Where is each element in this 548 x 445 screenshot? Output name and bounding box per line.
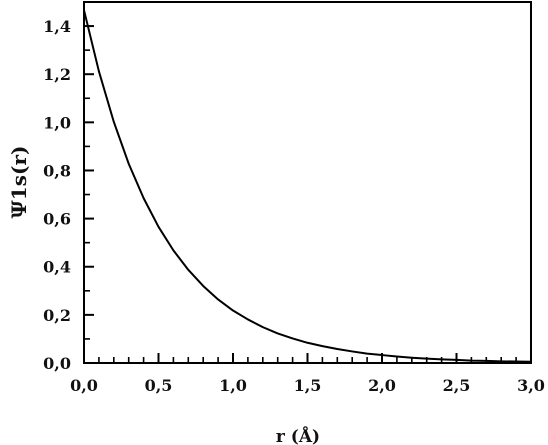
x-tick-label: 0,5 xyxy=(145,376,173,395)
x-tick-label: 2,5 xyxy=(443,376,471,395)
y-axis-ticks xyxy=(84,1,94,364)
x-axis-tick-labels: 0,0 0,5 1,0 1,5 2,0 2,5 3,0 xyxy=(70,376,545,395)
y-tick-label: 1,2 xyxy=(43,65,71,84)
y-tick-label: 1,0 xyxy=(43,113,71,132)
y-tick-label: 1,4 xyxy=(43,17,71,36)
x-tick-label: 2,0 xyxy=(368,376,396,395)
x-tick-label: 0,0 xyxy=(70,376,98,395)
series-line xyxy=(83,9,532,363)
x-tick-label: 1,5 xyxy=(294,376,322,395)
x-axis-title: r (Å) xyxy=(276,425,320,445)
y-tick-label: 0,2 xyxy=(43,306,71,325)
y-tick-label: 0,0 xyxy=(43,354,71,373)
y-axis-title: Ψ1s(r) xyxy=(7,146,31,219)
plot-frame xyxy=(83,1,532,364)
x-tick-label: 1,0 xyxy=(219,376,247,395)
y-axis-tick-labels: 0,0 0,2 0,4 0,6 0,8 1,0 1,2 1,4 xyxy=(43,17,71,373)
y-tick-label: 0,6 xyxy=(43,210,71,229)
y-tick-label: 0,8 xyxy=(43,161,71,180)
series-layer xyxy=(83,9,532,363)
x-tick-label: 3,0 xyxy=(517,376,545,395)
x-axis-ticks xyxy=(83,353,532,363)
y-tick-label: 0,4 xyxy=(43,258,71,277)
